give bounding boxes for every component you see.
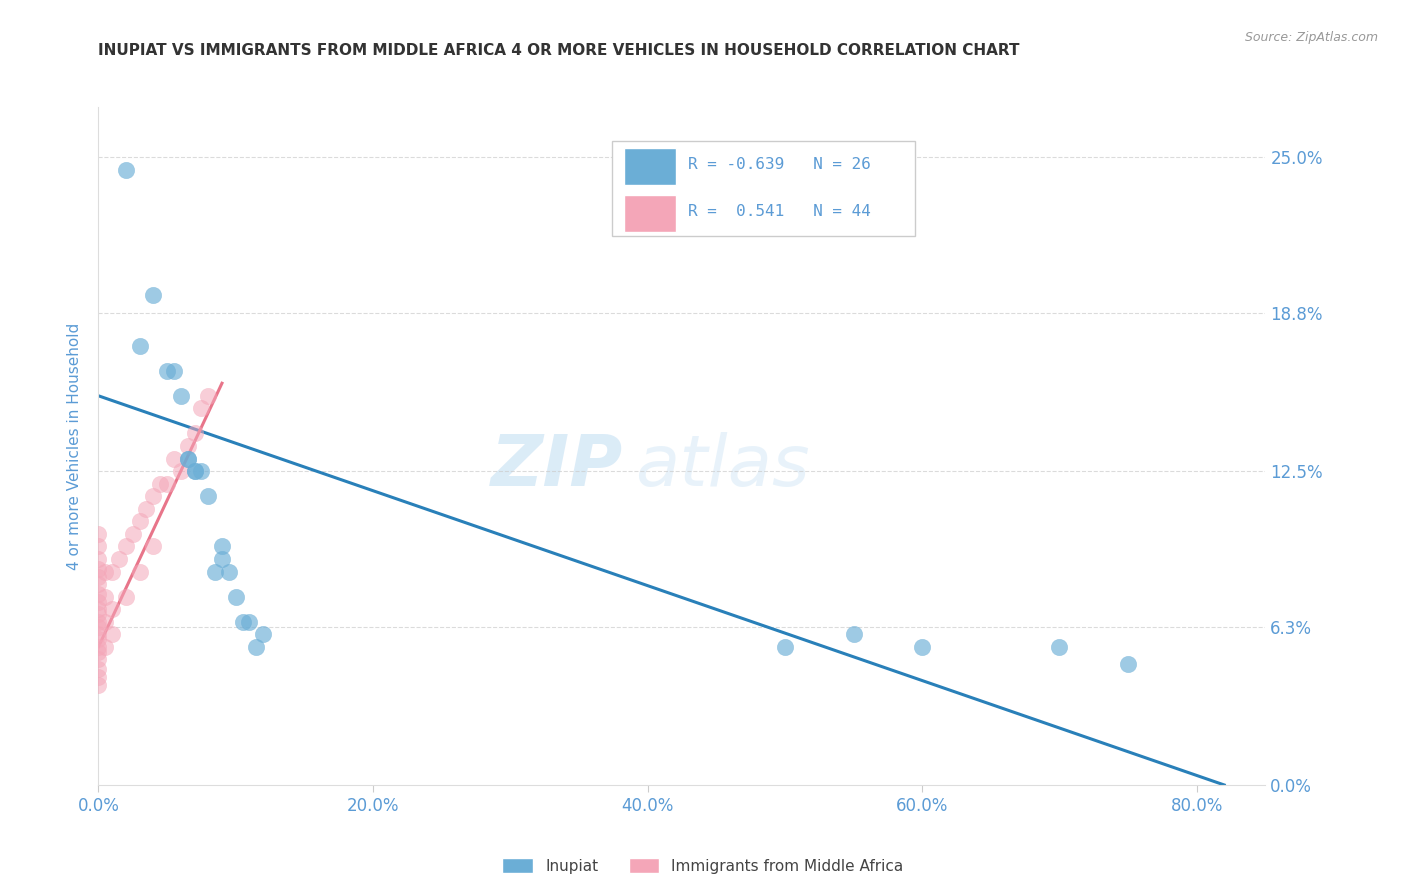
- Point: [163, 451, 186, 466]
- Point: [225, 590, 247, 604]
- Bar: [624, 195, 676, 232]
- Text: R = -0.639   N = 26: R = -0.639 N = 26: [688, 157, 870, 172]
- Text: INUPIAT VS IMMIGRANTS FROM MIDDLE AFRICA 4 OR MORE VEHICLES IN HOUSEHOLD CORRELA: INUPIAT VS IMMIGRANTS FROM MIDDLE AFRICA…: [98, 43, 1019, 58]
- Point: [121, 527, 143, 541]
- Text: ZIP: ZIP: [491, 432, 624, 500]
- Point: [170, 389, 193, 403]
- Point: [87, 595, 110, 609]
- Point: [218, 565, 240, 579]
- Point: [87, 540, 110, 554]
- Point: [128, 514, 150, 528]
- Point: [87, 632, 110, 647]
- Point: [238, 615, 260, 629]
- Point: [87, 552, 110, 566]
- Point: [142, 288, 165, 302]
- Point: [87, 602, 110, 616]
- Point: [87, 652, 110, 666]
- Point: [211, 540, 233, 554]
- Point: [1116, 657, 1139, 672]
- Point: [149, 476, 172, 491]
- Point: [773, 640, 796, 654]
- Point: [176, 451, 198, 466]
- Point: [94, 640, 117, 654]
- Text: R =  0.541   N = 44: R = 0.541 N = 44: [688, 204, 870, 219]
- Point: [94, 615, 117, 629]
- Point: [94, 590, 117, 604]
- Point: [190, 464, 212, 478]
- Point: [176, 439, 198, 453]
- Point: [101, 602, 124, 616]
- Point: [87, 620, 110, 634]
- Point: [128, 338, 150, 352]
- Point: [142, 489, 165, 503]
- Point: [87, 569, 110, 583]
- Point: [115, 590, 138, 604]
- Point: [87, 663, 110, 677]
- Point: [842, 627, 865, 641]
- Point: [128, 565, 150, 579]
- Y-axis label: 4 or more Vehicles in Household: 4 or more Vehicles in Household: [67, 322, 83, 570]
- Point: [245, 640, 267, 654]
- Text: Source: ZipAtlas.com: Source: ZipAtlas.com: [1244, 31, 1378, 45]
- Point: [190, 401, 212, 416]
- Point: [183, 464, 205, 478]
- Point: [197, 489, 219, 503]
- Point: [115, 540, 138, 554]
- Point: [204, 565, 226, 579]
- Point: [183, 426, 205, 441]
- Point: [87, 670, 110, 684]
- Point: [115, 162, 138, 177]
- Point: [170, 464, 193, 478]
- Point: [87, 627, 110, 641]
- Point: [87, 607, 110, 622]
- Point: [156, 476, 179, 491]
- Point: [87, 640, 110, 654]
- Point: [87, 562, 110, 576]
- Point: [197, 389, 219, 403]
- Text: atlas: atlas: [636, 432, 810, 500]
- Point: [87, 645, 110, 659]
- Point: [232, 615, 254, 629]
- Point: [87, 587, 110, 601]
- Point: [176, 451, 198, 466]
- Point: [211, 552, 233, 566]
- Point: [135, 501, 157, 516]
- Point: [87, 677, 110, 691]
- Point: [101, 565, 124, 579]
- Point: [183, 464, 205, 478]
- Point: [163, 364, 186, 378]
- Point: [1049, 640, 1071, 654]
- Legend: Inupiat, Immigrants from Middle Africa: Inupiat, Immigrants from Middle Africa: [496, 852, 910, 880]
- Point: [911, 640, 934, 654]
- Bar: [624, 147, 676, 185]
- Point: [87, 615, 110, 629]
- Point: [87, 577, 110, 591]
- Point: [156, 364, 179, 378]
- Point: [94, 565, 117, 579]
- FancyBboxPatch shape: [612, 141, 915, 235]
- Point: [87, 527, 110, 541]
- Point: [108, 552, 131, 566]
- Point: [142, 540, 165, 554]
- Point: [252, 627, 274, 641]
- Point: [101, 627, 124, 641]
